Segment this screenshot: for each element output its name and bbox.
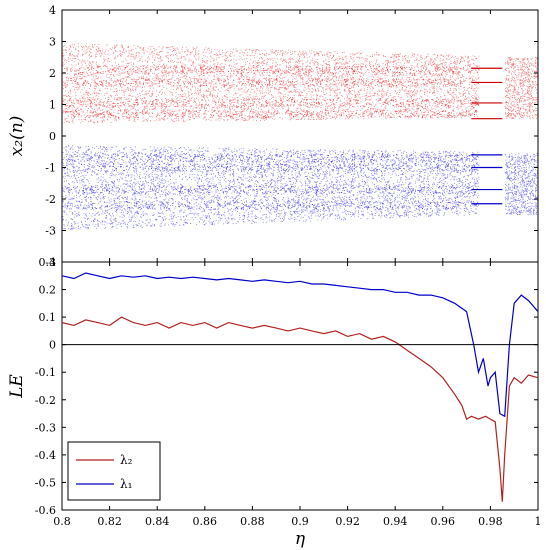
lambda1-line (62, 272, 538, 418)
bifurcation-panel: 4 3 2 1 0 -1 -2 -3 -4 x₂(n) (7, 4, 539, 269)
x-axis-label: η (295, 529, 306, 549)
top-x-tick-marks (61, 10, 539, 262)
y-tick-label: -0.5 (35, 476, 56, 489)
top-plot-frame (61, 9, 539, 263)
y-tick-label: 0.3 (39, 256, 57, 269)
y-tick-label: 4 (49, 4, 56, 17)
y-tick-label: -0.6 (35, 504, 56, 517)
y-tick-label: -0.4 (35, 449, 56, 462)
y-tick-label: -1 (45, 162, 56, 175)
legend-box (67, 441, 161, 501)
x-tick-label: 0.9 (291, 515, 309, 528)
bottom-y-ticks: 0.3 0.2 0.1 0 -0.1 -0.2 -0.3 -0.4 -0.5 -0.6 (35, 256, 538, 517)
x-tick-label: 0.82 (97, 515, 122, 528)
x-tick-label: 0.86 (193, 515, 218, 528)
legend: λ₂ λ₁ (67, 441, 161, 501)
x-tick-label: 0.8 (53, 515, 71, 528)
x-tick-label: 1 (535, 515, 542, 528)
top-y-ticks: 4 3 2 1 0 -1 -2 -3 -4 (45, 4, 538, 269)
y-tick-label: -4 (45, 256, 56, 269)
y-tick-label: 0.1 (39, 311, 57, 324)
y-tick-label: -0.3 (35, 421, 56, 434)
bottom-x-ticks: 0.8 0.82 0.84 0.86 0.88 0.9 0.92 0.94 0.96 0.98 1 (53, 262, 542, 528)
attractor-strands (62, 65, 480, 119)
y-tick-label: 0 (49, 130, 56, 143)
y-tick-label: -3 (45, 225, 56, 238)
x-tick-label: 0.84 (145, 515, 170, 528)
red-attractor-band (62, 43, 480, 124)
attractor-points (62, 145, 480, 231)
y-tick-label: -0.2 (35, 394, 56, 407)
x-tick-label: 0.98 (478, 515, 503, 528)
x-tick-label: 0.92 (335, 515, 360, 528)
legend-label-lambda1: λ₁ (120, 477, 132, 491)
blue-attractor-band (62, 145, 480, 231)
x-tick-label: 0.96 (431, 515, 456, 528)
y-tick-label: 0 (49, 339, 56, 352)
y-tick-label: -2 (45, 193, 56, 206)
x-tick-label: 0.88 (240, 515, 265, 528)
attractor-strands (62, 153, 480, 210)
legend-label-lambda2: λ₂ (120, 453, 133, 467)
y-tick-label: 1 (49, 99, 56, 112)
lyapunov-lines (62, 272, 538, 502)
y-tick-label: 3 (49, 36, 56, 49)
y-tick-label: 0.2 (39, 284, 57, 297)
top-y-axis-label: x₂(n) (7, 116, 27, 157)
lyapunov-panel: 0.30.20.10-0.1-0.2-0.3-0.4-0.5-0.6 0.8 0.… (7, 256, 542, 549)
post-window-points (504, 152, 538, 216)
y-tick-label: 2 (49, 67, 56, 80)
lambda2-line (62, 316, 538, 502)
y-tick-label: -0.1 (35, 366, 56, 379)
post-window-points (504, 57, 538, 119)
bottom-y-axis-label: LE (7, 374, 27, 399)
bifurcation-points (62, 43, 538, 231)
x-tick-label: 0.94 (383, 515, 408, 528)
